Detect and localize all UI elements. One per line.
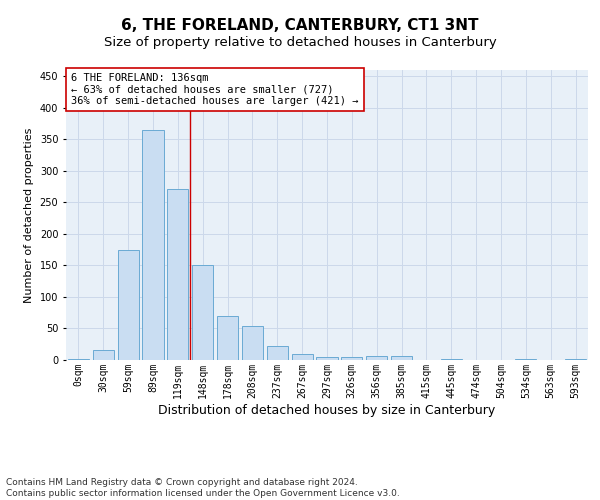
Bar — [316, 357, 338, 360]
Text: 6 THE FORELAND: 136sqm
← 63% of detached houses are smaller (727)
36% of semi-de: 6 THE FORELAND: 136sqm ← 63% of detached… — [71, 73, 359, 106]
Text: 6, THE FORELAND, CANTERBURY, CT1 3NT: 6, THE FORELAND, CANTERBURY, CT1 3NT — [121, 18, 479, 32]
Bar — [565, 358, 586, 360]
Bar — [217, 316, 238, 360]
Bar — [93, 350, 114, 360]
Text: Size of property relative to detached houses in Canterbury: Size of property relative to detached ho… — [104, 36, 496, 49]
Bar — [292, 354, 313, 360]
Bar — [515, 358, 536, 360]
Bar — [68, 358, 89, 360]
Bar — [167, 188, 188, 360]
Bar — [267, 346, 288, 360]
Bar — [118, 250, 139, 360]
Bar — [142, 130, 164, 360]
X-axis label: Distribution of detached houses by size in Canterbury: Distribution of detached houses by size … — [158, 404, 496, 416]
Y-axis label: Number of detached properties: Number of detached properties — [24, 128, 34, 302]
Bar — [242, 326, 263, 360]
Bar — [391, 356, 412, 360]
Bar — [192, 266, 213, 360]
Bar — [341, 357, 362, 360]
Bar — [441, 358, 462, 360]
Text: Contains HM Land Registry data © Crown copyright and database right 2024.
Contai: Contains HM Land Registry data © Crown c… — [6, 478, 400, 498]
Bar — [366, 356, 387, 360]
